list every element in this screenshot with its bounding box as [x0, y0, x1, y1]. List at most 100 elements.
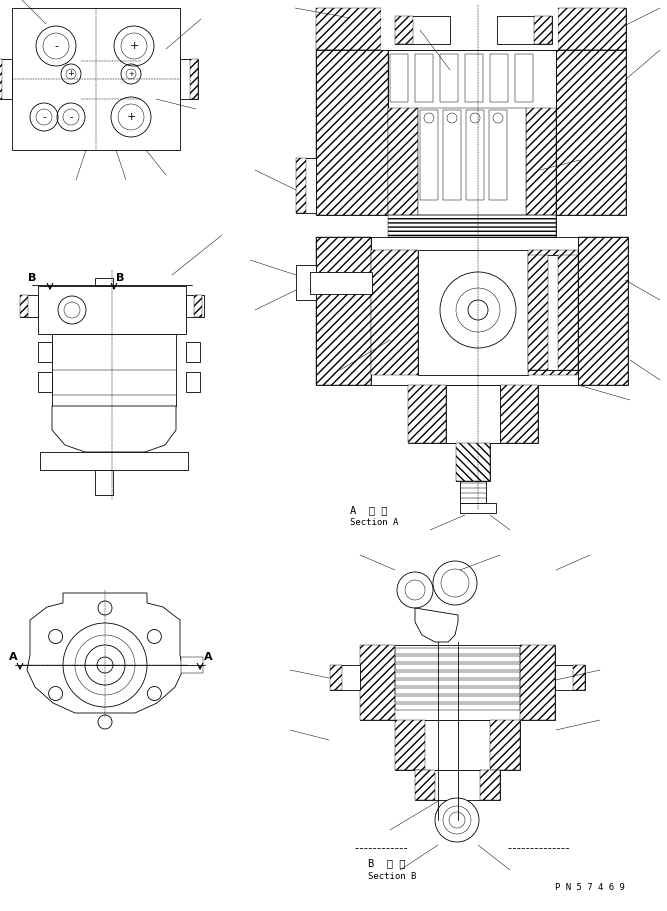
- Bar: [395, 688, 520, 694]
- Text: Section A: Section A: [350, 518, 398, 527]
- Bar: [418, 108, 526, 215]
- Polygon shape: [415, 608, 458, 642]
- Bar: [558, 8, 626, 50]
- Bar: [395, 720, 425, 770]
- Text: A: A: [203, 652, 212, 662]
- Bar: [440, 54, 458, 102]
- Bar: [490, 54, 508, 102]
- Bar: [180, 59, 198, 99]
- Bar: [186, 295, 204, 317]
- Bar: [316, 50, 388, 215]
- Text: A  断 面: A 断 面: [350, 505, 388, 515]
- Bar: [460, 503, 496, 513]
- Bar: [316, 237, 371, 385]
- Bar: [578, 237, 628, 385]
- Bar: [528, 255, 548, 370]
- Bar: [395, 16, 450, 44]
- Bar: [38, 286, 186, 334]
- Bar: [528, 250, 578, 375]
- Bar: [52, 334, 176, 406]
- Text: B  断 面: B 断 面: [368, 858, 406, 868]
- Bar: [296, 265, 316, 300]
- Bar: [456, 443, 490, 481]
- Text: P N 5 7 4 6 9: P N 5 7 4 6 9: [555, 883, 625, 892]
- Bar: [390, 54, 408, 102]
- Bar: [420, 110, 438, 200]
- Text: -: -: [42, 112, 46, 122]
- Bar: [395, 656, 520, 662]
- Bar: [12, 8, 180, 150]
- Bar: [465, 54, 483, 102]
- Bar: [186, 342, 200, 362]
- Text: B: B: [116, 273, 124, 283]
- Bar: [316, 8, 626, 50]
- Bar: [395, 696, 520, 702]
- Circle shape: [397, 572, 433, 608]
- Bar: [388, 50, 556, 108]
- Bar: [528, 255, 578, 370]
- Bar: [395, 672, 520, 678]
- Bar: [388, 108, 418, 215]
- Bar: [388, 108, 556, 215]
- Bar: [38, 372, 52, 392]
- Bar: [181, 657, 203, 673]
- Bar: [395, 16, 413, 44]
- Bar: [500, 385, 538, 443]
- Bar: [466, 110, 484, 200]
- Bar: [20, 295, 38, 317]
- Bar: [95, 278, 113, 286]
- Bar: [415, 770, 500, 800]
- Bar: [490, 720, 520, 770]
- Bar: [526, 108, 556, 215]
- Text: +: +: [67, 69, 75, 78]
- Bar: [395, 648, 520, 654]
- Bar: [415, 54, 433, 102]
- Bar: [0, 59, 12, 99]
- Bar: [316, 8, 381, 50]
- Bar: [40, 452, 188, 470]
- Circle shape: [433, 561, 477, 605]
- Bar: [395, 680, 520, 686]
- Bar: [497, 16, 552, 44]
- Bar: [520, 645, 555, 720]
- Bar: [95, 470, 113, 495]
- Circle shape: [443, 806, 471, 834]
- Text: +: +: [129, 41, 139, 51]
- Bar: [330, 665, 342, 690]
- Bar: [578, 237, 628, 385]
- Bar: [371, 250, 418, 375]
- Bar: [310, 272, 372, 294]
- Polygon shape: [52, 406, 176, 452]
- Bar: [190, 59, 198, 99]
- Bar: [316, 50, 388, 215]
- Bar: [395, 720, 520, 770]
- Bar: [296, 158, 306, 213]
- Bar: [556, 50, 626, 215]
- Bar: [360, 645, 395, 720]
- Text: A: A: [9, 652, 17, 662]
- Bar: [395, 704, 520, 710]
- Bar: [20, 295, 28, 317]
- Circle shape: [441, 569, 469, 597]
- Text: +: +: [126, 112, 135, 122]
- Bar: [330, 665, 360, 690]
- Bar: [408, 385, 538, 443]
- Bar: [194, 295, 202, 317]
- Bar: [371, 237, 578, 385]
- Bar: [456, 443, 490, 481]
- Bar: [388, 215, 556, 237]
- Bar: [381, 8, 558, 50]
- Bar: [480, 770, 500, 800]
- Text: -: -: [69, 112, 73, 122]
- Bar: [296, 158, 316, 213]
- Bar: [515, 54, 533, 102]
- Bar: [489, 110, 507, 200]
- Polygon shape: [27, 593, 183, 713]
- Bar: [573, 665, 585, 690]
- Text: +: +: [128, 71, 134, 77]
- Bar: [360, 645, 555, 720]
- Bar: [446, 385, 500, 443]
- Text: Section B: Section B: [368, 872, 416, 881]
- Bar: [534, 16, 552, 44]
- Text: B: B: [28, 273, 36, 283]
